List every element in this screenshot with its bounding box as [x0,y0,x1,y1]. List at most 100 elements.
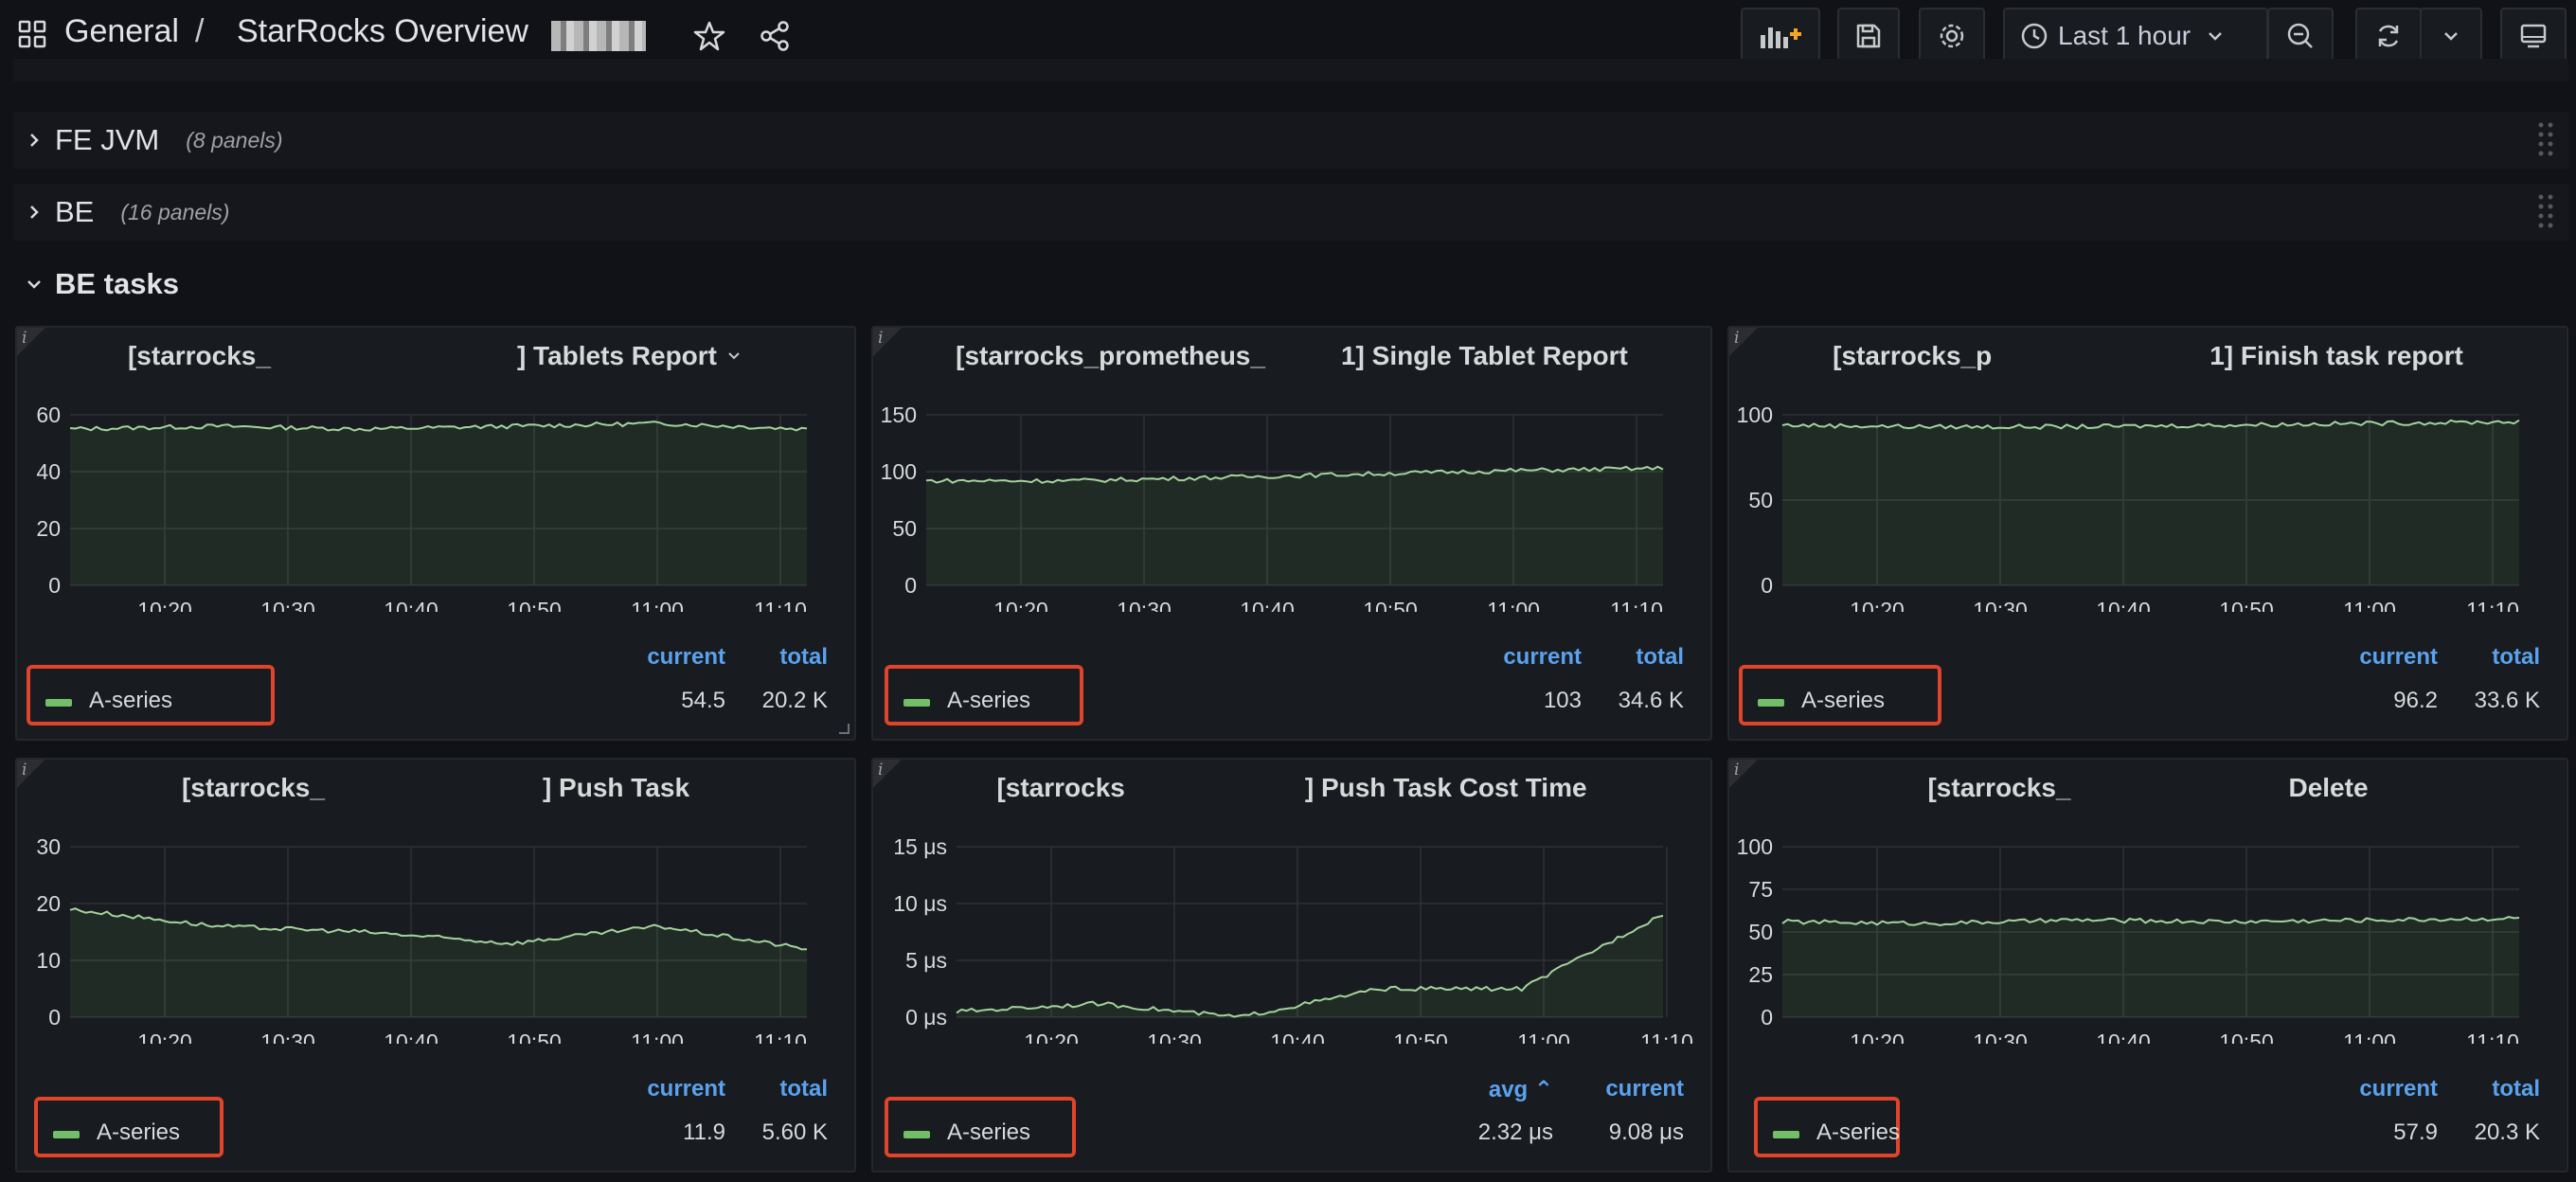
y-tick-label: 75 [1748,877,1773,902]
x-tick-label: 11:00 [2343,1030,2396,1044]
legend-column-header[interactable]: avg ⌃ [1488,1077,1553,1102]
refresh-button[interactable] [2355,8,2422,64]
row-header-be[interactable]: BE (16 panels) [13,184,2568,241]
graph-panel[interactable]: i [starrocks_] Push Task 30 20 10 0 10:20 10:30… [15,758,856,1173]
y-tick-label: 25 [1748,962,1773,987]
add-panel-button[interactable] [1741,8,1820,64]
series-line [69,421,808,432]
legend-series-name[interactable]: A-series [1816,1119,1901,1145]
star-icon[interactable] [692,19,726,53]
resize-handle-icon[interactable] [837,722,850,735]
panel-info-icon[interactable]: i [1729,328,1758,356]
legend-series-name[interactable]: A-series [89,688,173,713]
add-panel-icon [1761,27,1801,48]
monitor-icon [2520,24,2547,48]
legend-column-header[interactable]: total [779,1076,828,1101]
highlight-box [1739,665,1941,725]
panel-info-icon[interactable]: i [17,328,45,356]
panel-title-suffix: 1] Finish task report [2209,341,2463,370]
panel-title[interactable]: [starrocks_prometheus_ 1] Single Tablet R… [873,341,1710,371]
x-tick-label: 10:20 [137,598,192,612]
chevron-down-icon [2444,32,2458,41]
panel-title[interactable]: [starrocks_ Delete [1729,773,2567,803]
save-dashboard-button[interactable] [1837,8,1900,64]
refresh-interval-dropdown[interactable] [2420,8,2482,64]
apps-grid-icon[interactable] [17,19,47,49]
graph-panel[interactable]: i [starrocks_] Tablets Report 60 40 20 0 10:20… [15,326,856,741]
legend-column-header[interactable]: current [647,1076,725,1101]
row-header-partial [13,59,2568,81]
time-series-chart[interactable]: 100 50 0 10:20 10:30 10:40 10:50 11:00 11:10 [1729,328,2567,612]
info-icon: i [22,761,27,779]
panel-info-icon[interactable]: i [1729,760,1758,788]
x-tick-label: 11:10 [754,598,807,612]
legend-column-header[interactable]: total [2492,1076,2540,1101]
share-icon[interactable] [758,19,792,53]
drag-handle-icon[interactable] [2536,119,2555,161]
graph-panel[interactable]: i [starrocks_p 1] Finish task report 100 50 0… [1727,326,2568,741]
legend-value: 57.9 [2393,1119,2438,1145]
panel-title[interactable]: [starrocks_p 1] Finish task report [1729,341,2567,371]
x-tick-label: 10:50 [1363,598,1418,612]
y-tick-label: 0 [1761,1005,1773,1030]
panel-info-icon[interactable]: i [873,328,902,356]
row-header-fe-jvm[interactable]: FE JVM (8 panels) [13,112,2568,169]
legend-column-header[interactable]: total [779,644,828,670]
row-title: BE [55,195,95,228]
x-tick-label: 11:00 [631,598,684,612]
graph-panel[interactable]: i [starrocks_prometheus_ 1] Single Tablet … [871,326,1712,741]
y-tick-label: 100 [1737,834,1773,859]
breadcrumb-separator: / [195,13,205,49]
panel-title[interactable]: [starrocks] Push Task Cost Time [873,773,1710,803]
time-series-chart[interactable]: 100 75 50 25 0 10:20 10:30 10:40 10:50 11:00 11:10 [1729,760,2567,1044]
gear-icon [1940,24,1964,48]
time-series-chart[interactable]: 15 μs 10 μs 5 μs 0 μs 10:20 10:30 10:40 10:50 11… [873,760,1710,1044]
time-series-chart[interactable]: 60 40 20 0 10:20 10:30 10:40 10:50 11:00 11:10 [17,328,854,612]
legend-column-header[interactable]: current [1503,644,1582,670]
legend-color-swatch [45,699,72,707]
legend-column-header[interactable]: current [2359,644,2438,670]
series-line [1781,419,2520,430]
y-tick-label: 0 [904,573,917,598]
zoom-out-button[interactable] [2267,8,2334,64]
legend-series-name[interactable]: A-series [97,1119,181,1145]
graph-panel[interactable]: i [starrocks] Push Task Cost Time 15 μs 10 … [871,758,1712,1173]
legend-column-header[interactable]: current [1605,1076,1684,1101]
legend-column-header[interactable]: current [647,644,725,670]
breadcrumb-general[interactable]: General [64,13,179,49]
time-series-chart[interactable]: 150 100 50 0 10:20 10:30 10:40 10:50 11:00 11:10 [873,328,1710,612]
graph-panel[interactable]: i [starrocks_ Delete 100 75 50 25 0 10:20 10:30 10… [1727,758,2568,1173]
series-area [926,466,1663,585]
x-tick-label: 10:40 [384,598,438,612]
dashboard-settings-button[interactable] [1919,8,1985,64]
legend-series-name[interactable]: A-series [947,688,1031,713]
tv-mode-button[interactable] [2500,8,2567,64]
x-tick-label: 10:50 [2219,598,2274,612]
legend-color-swatch [1758,699,1784,707]
highlight-box [885,1097,1076,1157]
panel-title[interactable]: [starrocks_] Tablets Report [17,341,854,371]
legend-series-name[interactable]: A-series [947,1119,1031,1145]
time-range-picker[interactable]: Last 1 hour [2003,8,2268,64]
x-tick-label: 11:00 [631,1030,684,1044]
row-header-be-tasks[interactable]: BE tasks [13,256,2568,313]
panel-title-suffix: Delete [2288,773,2369,802]
legend-column-header[interactable]: current [2359,1076,2438,1101]
time-series-chart[interactable]: 30 20 10 0 10:20 10:30 10:40 10:50 11:00 11:10 [17,760,854,1044]
drag-handle-icon[interactable] [2536,191,2555,233]
legend-value: 11.9 [683,1119,725,1145]
legend-value: 9.08 μs [1608,1119,1684,1145]
x-tick-label: 10:50 [507,598,562,612]
legend-series-name[interactable]: A-series [1801,688,1886,713]
panel-info-icon[interactable]: i [873,760,902,788]
dashboard-title[interactable]: StarRocks Overview [237,13,528,49]
panel-info-icon[interactable]: i [17,760,45,788]
legend-value: 20.3 K [2474,1119,2540,1145]
chevron-down-icon[interactable] [724,346,743,365]
legend-column-header[interactable]: total [1636,644,1684,670]
series-area [1782,917,2519,1017]
x-tick-label: 11:10 [1610,598,1663,612]
legend-column-header[interactable]: total [2492,644,2540,670]
zoom-out-icon [2287,23,2313,48]
panel-title[interactable]: [starrocks_] Push Task [17,773,854,803]
